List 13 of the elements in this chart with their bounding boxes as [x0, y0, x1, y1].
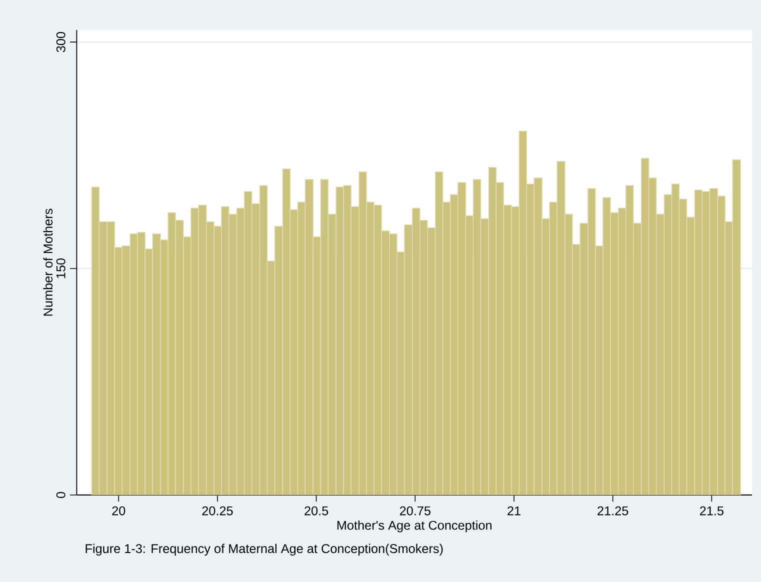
x-tick-label: 20: [112, 506, 126, 516]
x-tick-label: 20.25: [202, 506, 233, 516]
y-tick-label: 150: [56, 258, 66, 278]
x-tick-label: 21: [508, 506, 520, 516]
y-axis-title: Number of Mothers: [43, 208, 53, 316]
caption: Figure 1-3: Frequency of Maternal Age at Conception(Smokers): [86, 544, 443, 556]
y-tick-label: 300: [56, 32, 66, 52]
y-tick-label: 0: [56, 492, 66, 498]
x-tick-label: 20.5: [304, 506, 328, 516]
x-tick-label: 21.25: [598, 506, 628, 516]
x-tick-label: 21.5: [700, 506, 724, 516]
x-axis-title: Mother's Age at Conception: [337, 520, 492, 532]
x-tick-label: 20.75: [400, 506, 430, 516]
